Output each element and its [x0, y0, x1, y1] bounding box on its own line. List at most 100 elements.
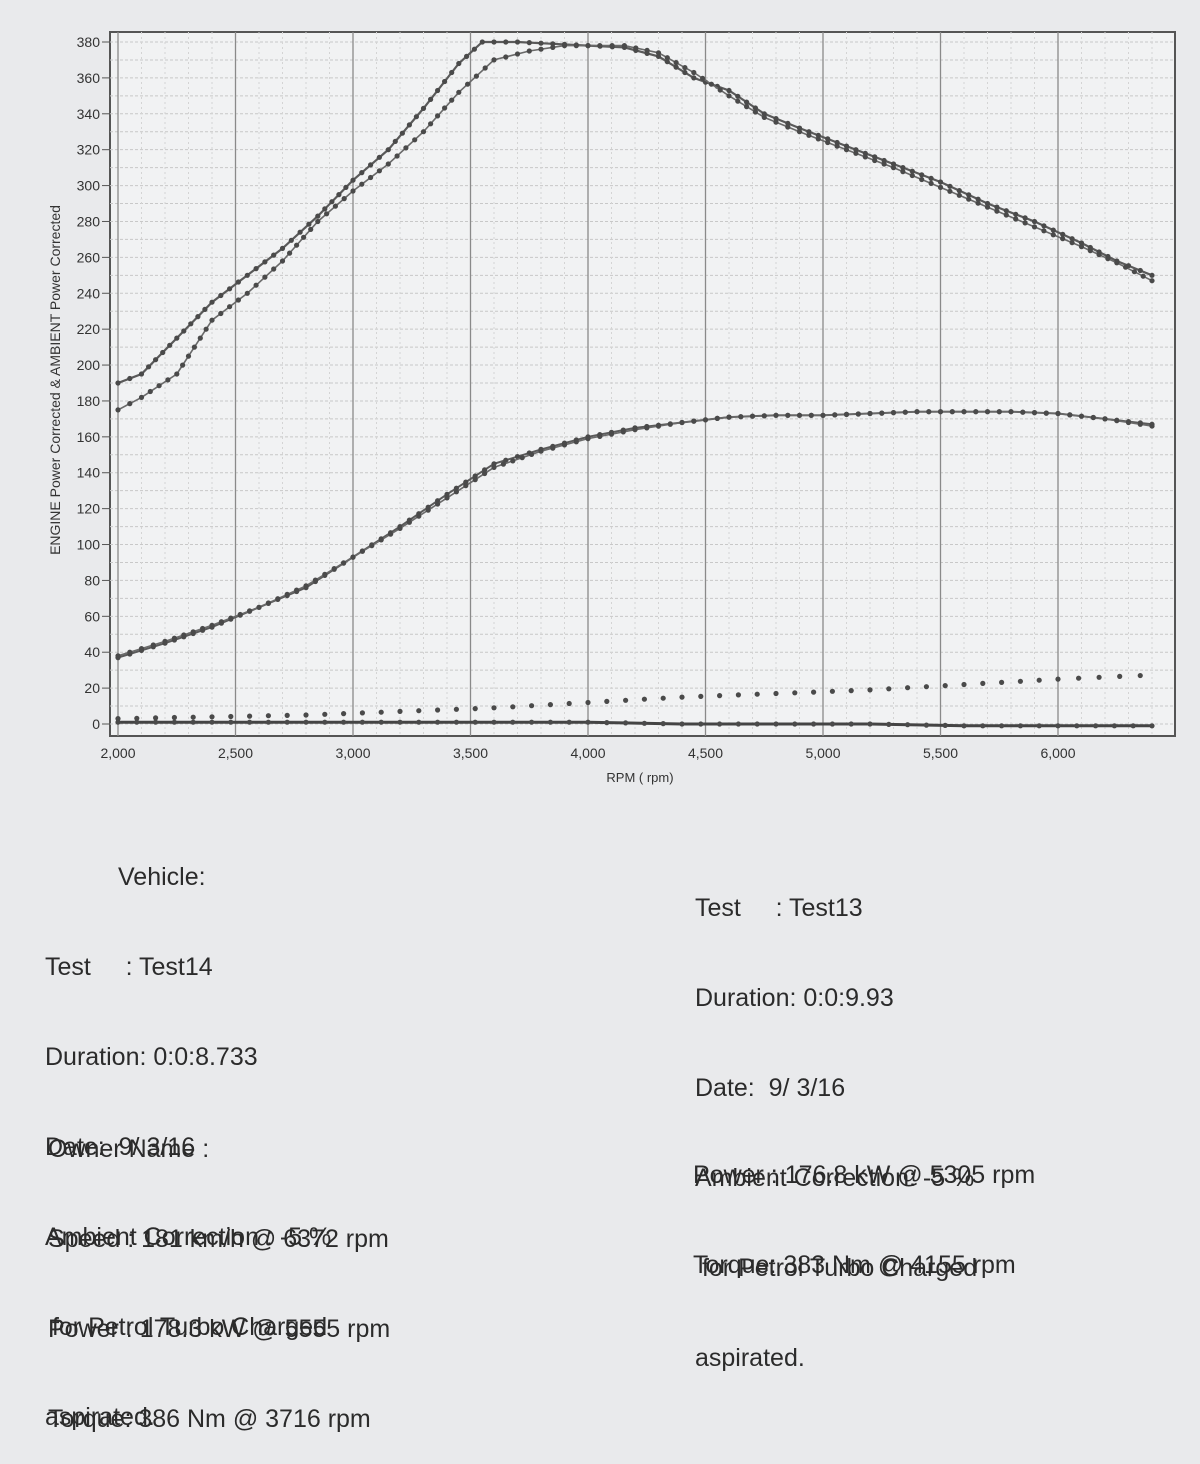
- series-point: [425, 507, 431, 513]
- series-point: [773, 116, 779, 122]
- x-tick-label: 2,500: [218, 745, 253, 761]
- left-power: Power : 178.3 kW @ 5555 rpm: [48, 1315, 391, 1343]
- series-point: [923, 722, 930, 728]
- series-point: [984, 204, 991, 210]
- series-point: [368, 162, 374, 168]
- series-point: [519, 455, 525, 461]
- series-point: [343, 184, 349, 190]
- series-point: [886, 686, 892, 692]
- series-point: [456, 60, 462, 67]
- series-point: [388, 531, 394, 537]
- y-tick-label: 240: [77, 285, 101, 301]
- series-point: [227, 286, 233, 292]
- series-point: [999, 723, 1005, 729]
- series-point: [385, 161, 391, 167]
- left-duration: Duration: 0:0:8.733: [45, 1043, 258, 1071]
- series-point: [691, 418, 697, 424]
- series-point: [796, 412, 803, 418]
- series-point: [973, 409, 979, 415]
- series-point: [482, 65, 488, 71]
- series-point: [726, 93, 732, 99]
- y-tick-label: 180: [77, 393, 101, 409]
- series-point: [848, 721, 854, 727]
- series-point: [359, 170, 365, 176]
- series-point: [435, 719, 441, 725]
- series-point: [420, 129, 427, 135]
- series-point: [315, 218, 321, 225]
- series-point: [303, 583, 309, 589]
- series-point: [673, 64, 679, 70]
- series-point: [735, 692, 742, 698]
- x-tick-label: 2,000: [100, 745, 135, 761]
- series-point: [585, 699, 591, 706]
- series-point: [503, 39, 509, 45]
- series-point: [471, 46, 477, 52]
- series-point: [287, 250, 293, 256]
- series-point: [463, 479, 469, 485]
- series-point: [218, 292, 224, 299]
- series-point: [984, 409, 991, 415]
- series-point: [197, 335, 203, 341]
- series-point: [420, 105, 427, 111]
- series-point: [247, 719, 253, 725]
- series-point: [235, 297, 241, 303]
- series-point: [1074, 723, 1080, 729]
- series-point: [773, 690, 779, 697]
- series-point: [442, 78, 448, 85]
- series-point: [761, 413, 767, 419]
- grid: [110, 32, 1175, 736]
- series-point: [435, 113, 441, 119]
- series-point: [171, 719, 177, 725]
- series-point: [416, 513, 422, 519]
- series-point: [397, 525, 403, 532]
- series-point: [456, 89, 462, 95]
- x-axis-title: RPM ( rpm): [606, 770, 673, 785]
- series-point: [247, 713, 253, 719]
- series-point: [1055, 676, 1061, 682]
- series-point: [209, 317, 215, 323]
- series-point: [792, 721, 798, 727]
- series-point: [115, 407, 121, 413]
- series-point: [702, 417, 709, 423]
- series-point: [994, 208, 1000, 214]
- series-point: [597, 43, 603, 49]
- series-point: [237, 611, 243, 618]
- series-point: [503, 457, 509, 463]
- series-point: [416, 708, 422, 714]
- y-tick-label: 360: [77, 70, 101, 86]
- series-point: [980, 680, 986, 687]
- series-point: [900, 169, 906, 175]
- series-point: [1041, 228, 1047, 234]
- series-point: [127, 401, 133, 407]
- series-point: [162, 638, 168, 645]
- series-point: [890, 410, 897, 416]
- series-point: [303, 712, 309, 718]
- series-point: [350, 188, 356, 194]
- series-point: [942, 683, 948, 689]
- series-point: [773, 721, 779, 727]
- series-point: [406, 519, 412, 525]
- series-point: [156, 383, 162, 389]
- series-point: [547, 702, 554, 708]
- series-point: [667, 421, 673, 427]
- series-point: [412, 137, 418, 143]
- series-point: [585, 436, 591, 442]
- series-point: [341, 711, 347, 717]
- series-point: [923, 684, 930, 690]
- series-point: [378, 537, 384, 543]
- series-point: [306, 221, 312, 227]
- series-point: [1093, 723, 1099, 729]
- series-point: [975, 200, 981, 206]
- series-point: [174, 371, 180, 377]
- series-point: [368, 174, 374, 181]
- series-point: [926, 409, 932, 415]
- series-point: [167, 342, 173, 348]
- series-point: [735, 98, 741, 104]
- series-point: [453, 719, 459, 725]
- series-point: [655, 53, 662, 60]
- series-point: [529, 703, 535, 709]
- series-point: [1013, 216, 1019, 222]
- series-point: [324, 211, 330, 217]
- series-point: [1131, 269, 1137, 275]
- series-point: [905, 685, 911, 691]
